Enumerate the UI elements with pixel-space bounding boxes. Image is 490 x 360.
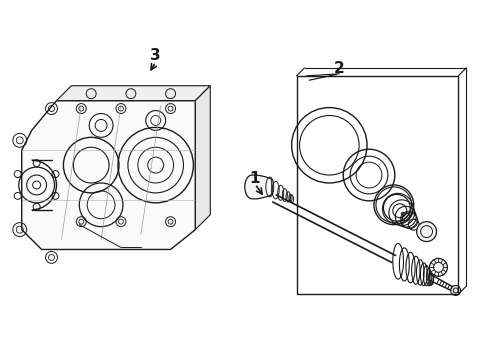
Circle shape <box>86 89 96 99</box>
Circle shape <box>430 258 447 276</box>
Polygon shape <box>196 86 210 230</box>
Circle shape <box>166 89 175 99</box>
Polygon shape <box>22 100 196 249</box>
Text: 1: 1 <box>250 171 260 185</box>
Circle shape <box>451 285 461 296</box>
Text: 3: 3 <box>150 49 161 63</box>
Polygon shape <box>56 86 210 100</box>
Text: 2: 2 <box>334 61 344 76</box>
Polygon shape <box>245 175 272 199</box>
Circle shape <box>416 222 437 242</box>
Circle shape <box>126 89 136 99</box>
